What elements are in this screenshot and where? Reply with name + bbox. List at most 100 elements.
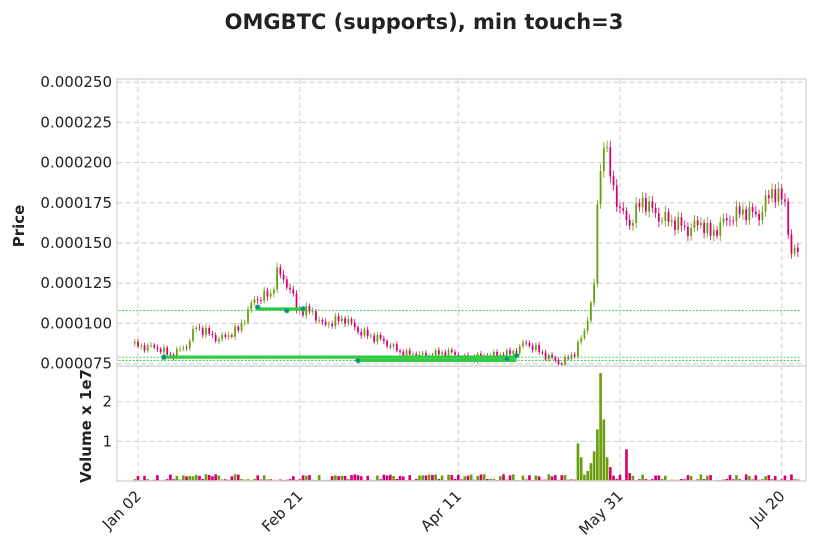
volume-bar xyxy=(194,474,198,481)
candle-body xyxy=(742,209,744,215)
candle-body xyxy=(311,311,314,312)
candle-body xyxy=(719,222,722,236)
price-axis-label: Price xyxy=(10,205,28,248)
volume-bar xyxy=(466,475,470,481)
volume-bar xyxy=(618,474,622,481)
volume-bar xyxy=(731,479,735,481)
volume-bar xyxy=(489,478,492,481)
candle-body xyxy=(363,329,366,336)
candle-body xyxy=(793,247,796,254)
volume-bar xyxy=(680,479,683,481)
candle-body xyxy=(716,230,718,236)
candle-body xyxy=(214,335,217,342)
candle-body xyxy=(709,222,712,236)
volume-bar xyxy=(424,475,428,481)
volume-bar xyxy=(217,475,221,481)
candle-body xyxy=(224,334,227,337)
candle-body xyxy=(395,344,398,351)
candle-body xyxy=(169,354,172,356)
volume-bar xyxy=(279,479,282,481)
volume-bar xyxy=(379,479,382,481)
candle-body xyxy=(405,350,408,358)
volume-bar xyxy=(169,474,172,481)
volume-bar xyxy=(492,478,496,481)
candle-body xyxy=(509,350,511,355)
candle-body xyxy=(402,351,405,358)
volume-bar xyxy=(612,475,615,481)
volume-bar xyxy=(395,478,399,481)
candle-body xyxy=(347,319,350,324)
candle-body xyxy=(140,345,143,347)
volume-bar xyxy=(340,475,344,481)
volume-bar xyxy=(641,474,644,481)
volume-bar xyxy=(463,476,467,481)
volume-bar xyxy=(298,478,302,481)
support-keypoint xyxy=(254,304,261,311)
support-lines xyxy=(118,304,802,364)
candle-body xyxy=(787,201,790,235)
candle-body xyxy=(505,350,508,359)
candle-body xyxy=(518,346,521,354)
volume-bar xyxy=(537,476,541,481)
candle-body xyxy=(541,351,544,353)
candle-body xyxy=(360,331,363,336)
volume-bar xyxy=(586,471,589,481)
candle-body xyxy=(480,353,482,356)
candle-body xyxy=(150,344,152,346)
candle-body xyxy=(146,345,149,351)
candle-body xyxy=(583,330,586,339)
volume-bar xyxy=(246,479,250,481)
candle-body xyxy=(234,326,236,337)
candle-body xyxy=(499,354,502,356)
volume-bar xyxy=(767,475,771,481)
volume-panel-frame xyxy=(116,365,807,482)
candle-body xyxy=(217,339,220,342)
volume-bar xyxy=(751,479,754,481)
volume-bar xyxy=(735,475,738,481)
candle-body xyxy=(771,189,773,199)
volume-bar xyxy=(421,475,425,481)
volume-bar xyxy=(482,474,486,481)
x-tick-label: Jan 02 xyxy=(98,487,145,534)
volume-bar xyxy=(389,474,392,481)
x-tick-label: Feb 21 xyxy=(258,487,306,535)
price-tick-label: 0.000200 xyxy=(40,154,112,172)
volume-bar xyxy=(233,474,237,481)
price-y-ticks: 0.000075 0.000100 0.000125 0.000150 0.000175… xyxy=(40,73,112,372)
candle-body xyxy=(318,320,321,321)
price-tick-label: 0.000225 xyxy=(40,113,112,131)
candle-body xyxy=(221,334,224,340)
candle-body xyxy=(767,195,770,199)
candle-body xyxy=(525,342,528,344)
candle-body xyxy=(641,197,644,208)
volume-bar xyxy=(754,475,758,481)
volume-bar xyxy=(240,478,243,481)
volume-bar xyxy=(599,373,602,481)
volume-bar xyxy=(657,475,661,481)
volume-bar xyxy=(453,479,457,481)
candle-body xyxy=(166,347,169,355)
volume-bar xyxy=(288,479,292,481)
volume-bar xyxy=(143,475,146,481)
candle-body xyxy=(353,322,356,328)
candle-body xyxy=(269,293,272,297)
volume-tick-label: 2 xyxy=(102,393,112,411)
candle-body xyxy=(434,350,437,358)
candle-body xyxy=(243,322,246,324)
candle-body xyxy=(188,340,191,349)
candle-body xyxy=(350,319,353,323)
support-keypoint xyxy=(283,307,290,314)
candle-body xyxy=(315,311,317,321)
candle-body xyxy=(133,341,136,344)
candle-body xyxy=(722,218,725,223)
candle-body xyxy=(758,214,760,221)
candle-body xyxy=(260,300,262,302)
volume-bar xyxy=(207,475,211,481)
candle-body xyxy=(619,206,621,209)
volume-bar xyxy=(728,474,732,481)
volume-bar xyxy=(709,475,712,481)
volume-bar xyxy=(498,476,502,481)
volume-bar xyxy=(761,479,764,481)
candle-body xyxy=(276,267,279,290)
volume-bar xyxy=(350,475,353,481)
